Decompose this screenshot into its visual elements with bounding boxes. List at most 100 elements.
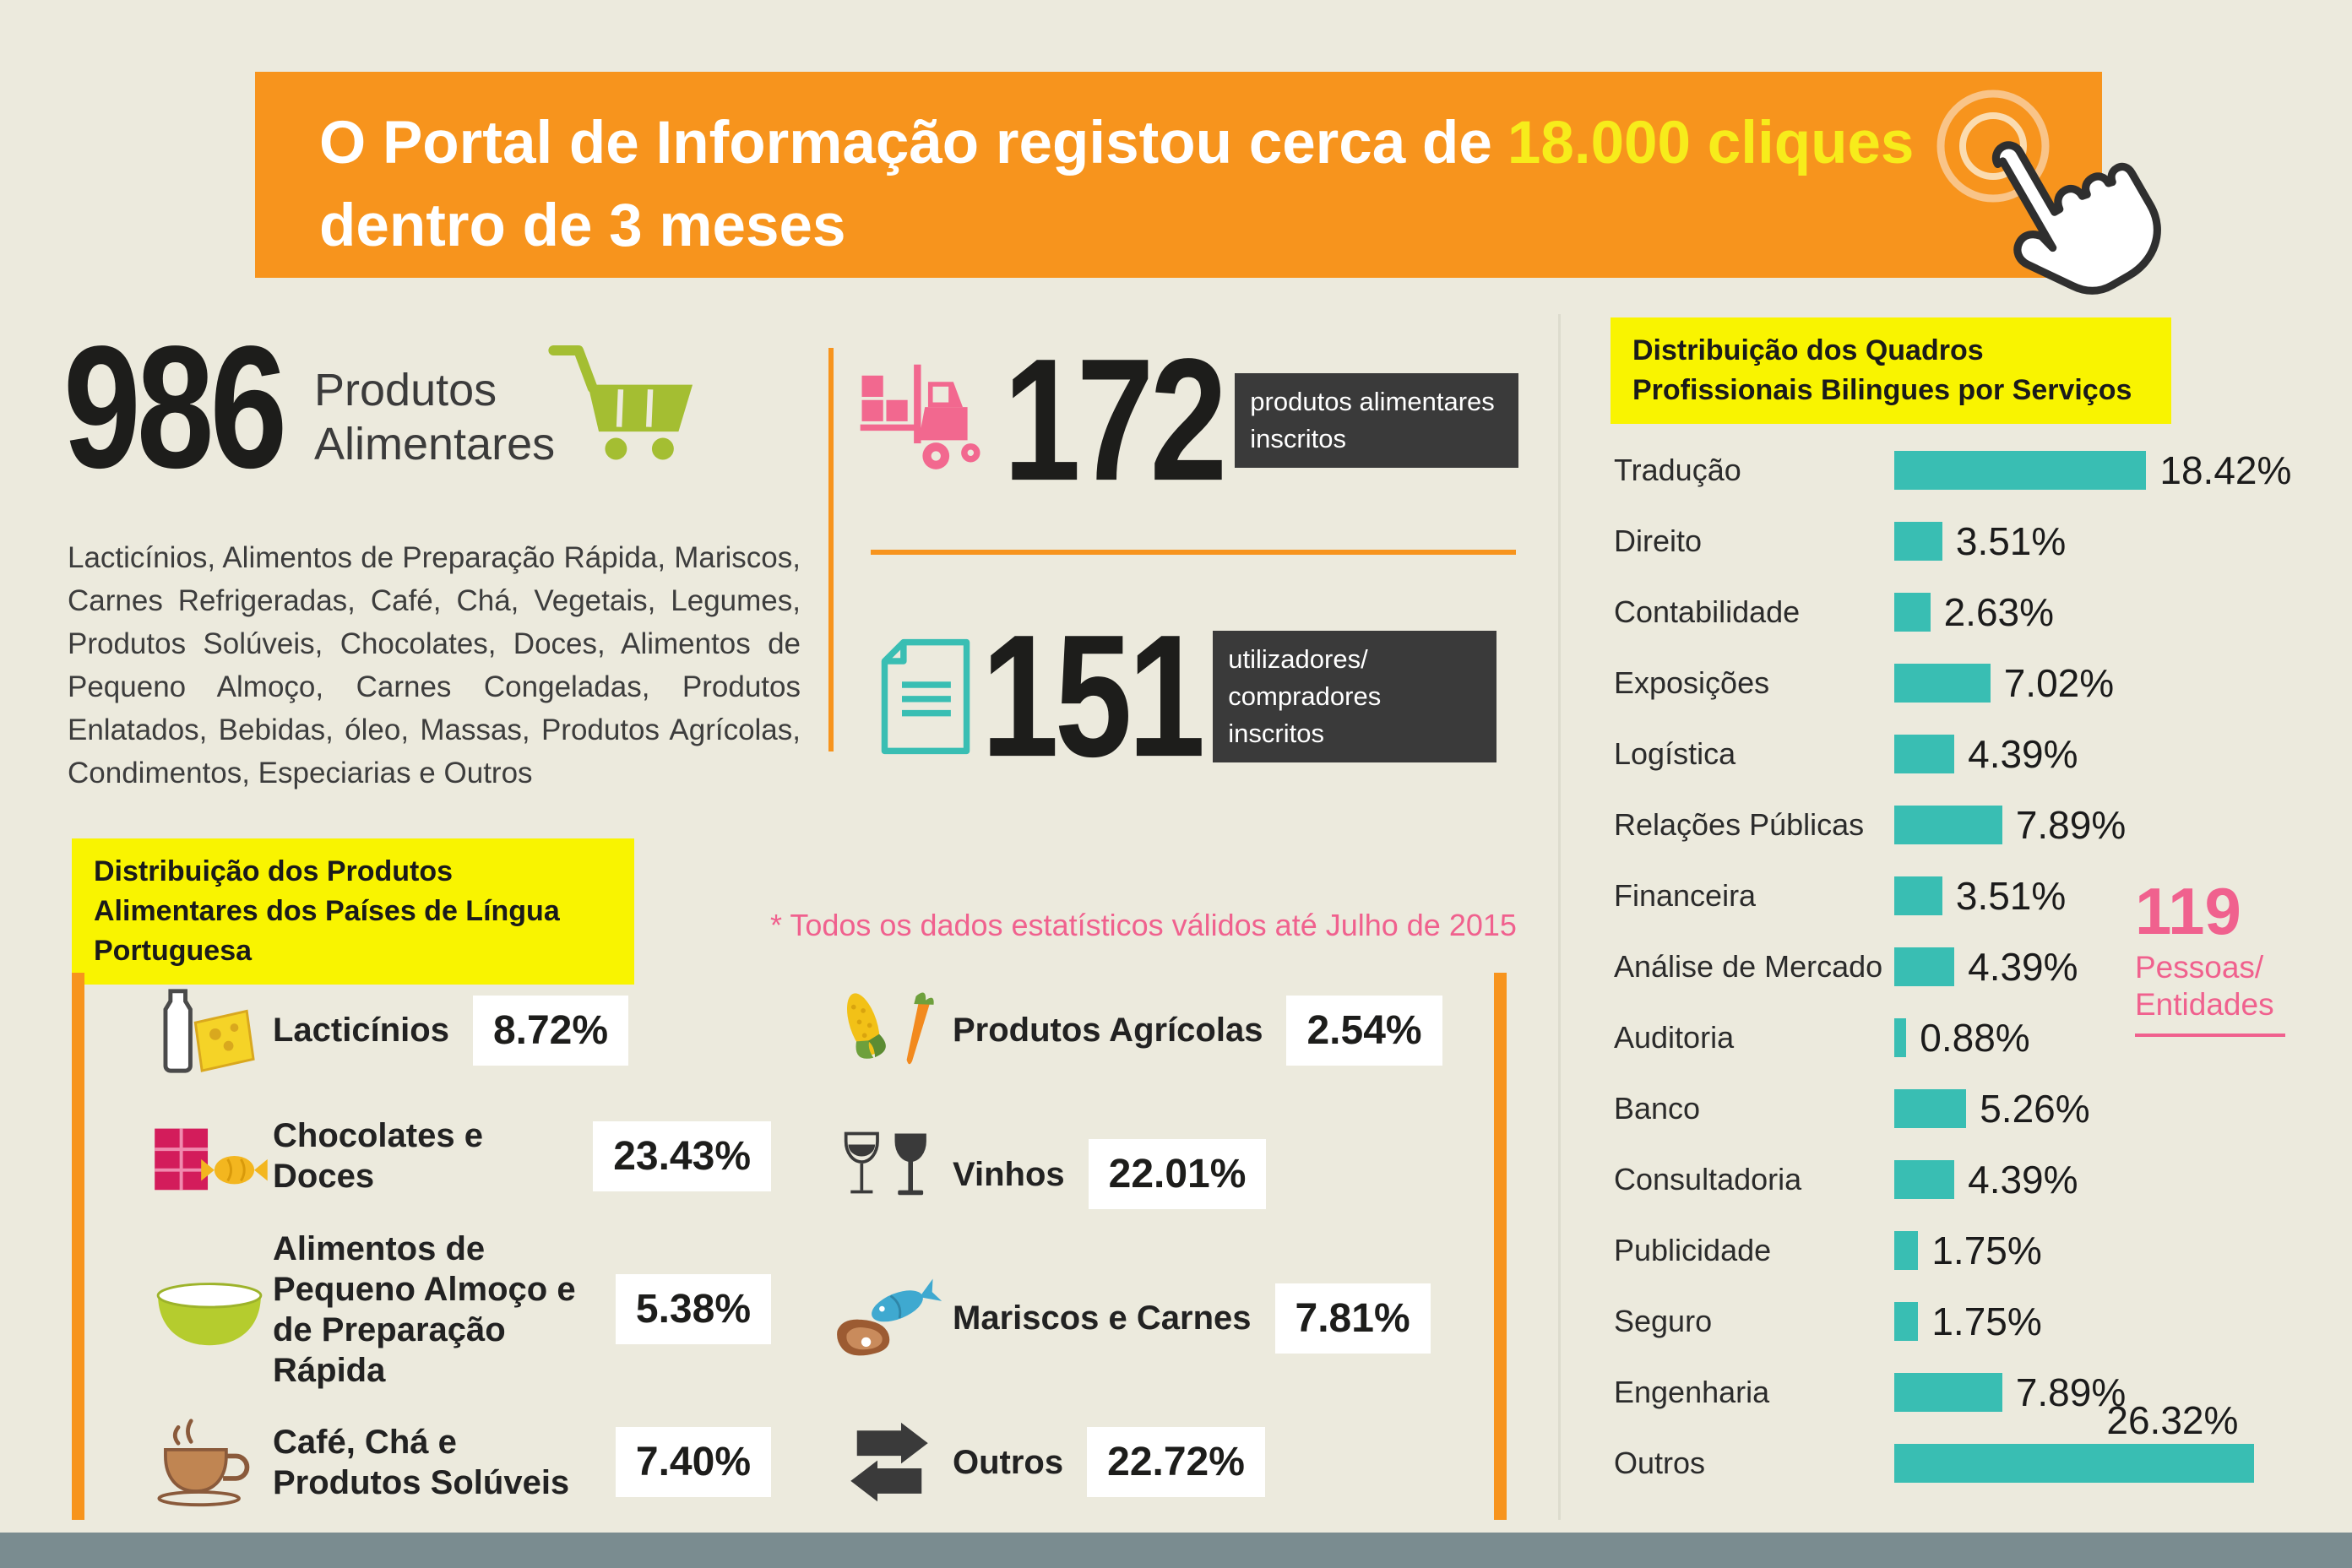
- chart-value-label: 7.89%: [2015, 1370, 2127, 1414]
- transfer-arrows-icon: [826, 1421, 953, 1504]
- chart-value-label: 26.32%: [2106, 1398, 2239, 1442]
- agriculture-icon: [826, 982, 953, 1078]
- registered-buyers-badge: utilizadores/ compradores inscritos: [1213, 630, 1497, 762]
- section-accent-bar-left: [72, 973, 84, 1520]
- chart-category-label: Relações Públicas: [1614, 807, 1865, 842]
- chart-bar: [1894, 1231, 1919, 1270]
- chart-value-label: 5.26%: [1980, 1087, 2090, 1131]
- food-item-label: Chocolates e Doces: [273, 1117, 483, 1196]
- chart-bar: [1894, 1018, 1907, 1057]
- food-item-value: 7.81%: [1274, 1283, 1431, 1354]
- chart-row: Publicidade 1.75%: [1614, 1215, 2298, 1286]
- footer-bar: [0, 1533, 2352, 1568]
- food-list-right: Produtos Agrícolas 2.54% Vinhos 22.01% M…: [826, 973, 1468, 1520]
- vertical-divider: [828, 348, 834, 751]
- chart-value-label: 4.39%: [1968, 732, 2078, 776]
- total-people-label: Pessoas/ Entidades: [2135, 950, 2274, 1022]
- banner: O Portal de Informação registou cerca de…: [255, 72, 2102, 278]
- food-item-label: Outros: [953, 1443, 1064, 1481]
- food-item-value: 8.72%: [472, 995, 629, 1066]
- chocolate-icon: [146, 1110, 273, 1202]
- wine-icon: [826, 1127, 953, 1222]
- food-item-value: 23.43%: [593, 1120, 771, 1191]
- food-item: Outros 22.72%: [826, 1408, 1468, 1516]
- total-people-annotation: 119 Pessoas/ Entidades: [2135, 876, 2285, 1037]
- chart-category-label: Financeira: [1614, 878, 1757, 913]
- chart-row: Auditoria 0.88%: [1614, 1002, 2298, 1073]
- chart-value-label: 7.02%: [2003, 661, 2115, 705]
- food-item: Mariscos e Carnes 7.81%: [826, 1264, 1468, 1372]
- banner-highlight: 18.000 cliques: [1507, 110, 1915, 176]
- chart-row: Seguro 1.75%: [1614, 1286, 2298, 1357]
- chart-category-label: Direito: [1614, 524, 1703, 558]
- chart-category-label: Consultadoria: [1614, 1162, 1802, 1196]
- products-description: Lacticínios, Alimentos de Preparação Ráp…: [68, 541, 801, 789]
- chart-category-label: Engenharia: [1614, 1375, 1770, 1409]
- food-item: Alimentos de Pequeno Almoço e de Prepara…: [146, 1229, 771, 1391]
- chart-row: Consultadoria 4.39%: [1614, 1144, 2298, 1215]
- chart-bar: [1894, 451, 2147, 490]
- chart-value-label: 3.51%: [1955, 519, 2067, 563]
- breakfast-bowl-icon: [146, 1264, 273, 1355]
- food-item-label: Alimentos de Pequeno Almoço e de Prepara…: [273, 1229, 576, 1389]
- chart-value-label: 7.89%: [2015, 803, 2127, 847]
- food-item: Café, Chá e Produtos Solúveis 7.40%: [146, 1408, 771, 1516]
- food-distribution-section: Lacticínios 8.72% Chocolates e Doces 23.…: [72, 973, 1507, 1520]
- chart-value-label: 4.39%: [1968, 945, 2078, 989]
- chart-category-label: Exposições: [1614, 665, 1770, 700]
- chart-bar: [1894, 593, 1931, 632]
- food-item-value: 5.38%: [615, 1274, 771, 1345]
- products-stat-value: 986: [63, 309, 287, 504]
- chart-row: Logística 4.39%: [1614, 719, 2298, 789]
- chart-category-label: Auditoria: [1614, 1020, 1735, 1055]
- horizontal-divider: [871, 550, 1516, 555]
- registered-buyers-stat: 151 utilizadores/ compradores inscritos: [878, 609, 1497, 783]
- food-item-value: 22.72%: [1087, 1427, 1265, 1498]
- chart-bar: [1894, 806, 2002, 844]
- chart-category-label: Seguro: [1614, 1304, 1713, 1338]
- services-chart-title: Distribuição dos Quadros Profissionais B…: [1611, 317, 2171, 424]
- hand-cursor-icon: [1900, 72, 2272, 367]
- chart-value-label: 1.75%: [1931, 1299, 2042, 1343]
- food-item-label: Lacticínios: [273, 1012, 449, 1049]
- food-item-label: Café, Chá e Produtos Solúveis: [273, 1423, 570, 1501]
- chart-bar: [1894, 1373, 2002, 1412]
- chart-category-label: Análise de Mercado: [1614, 949, 1883, 984]
- services-bar-chart: Tradução 18.42% Direito 3.51% Contabilid…: [1614, 435, 2298, 1499]
- food-item-label: Vinhos: [953, 1155, 1065, 1193]
- chart-row: Banco 5.26%: [1614, 1073, 2298, 1144]
- coffee-icon: [146, 1414, 273, 1511]
- chart-category-label: Outros: [1614, 1446, 1706, 1480]
- dairy-icon: [146, 985, 273, 1076]
- chart-row: Tradução 18.42%: [1614, 435, 2298, 506]
- food-item: Chocolates e Doces 23.43%: [146, 1102, 771, 1210]
- chart-row: Financeira 3.51%: [1614, 860, 2298, 931]
- food-item: Lacticínios 8.72%: [146, 976, 771, 1084]
- banner-title-line1: O Portal de Informação registou cerca de…: [319, 102, 2102, 185]
- chart-row: Exposições 7.02%: [1614, 648, 2298, 719]
- registered-products-stat: 172 produtos alimentares inscritos: [860, 333, 1519, 507]
- chart-category-label: Logística: [1614, 736, 1736, 771]
- chart-category-label: Tradução: [1614, 453, 1741, 487]
- food-list-left: Lacticínios 8.72% Chocolates e Doces 23.…: [146, 973, 771, 1520]
- chart-row: Relações Públicas 7.89%: [1614, 789, 2298, 860]
- registered-products-badge: produtos alimentares inscritos: [1235, 372, 1519, 468]
- chart-bar: [1894, 735, 1955, 773]
- banner-text: O Portal de Informação registou cerca de: [319, 110, 1492, 176]
- food-item-label: Mariscos e Carnes: [953, 1299, 1252, 1337]
- total-people-value: 119: [2135, 874, 2241, 948]
- food-item-value: 22.01%: [1088, 1139, 1267, 1210]
- document-icon: [878, 638, 973, 756]
- food-distribution-title: Distribuição dos Produtos Alimentares do…: [72, 838, 634, 985]
- forklift-icon: [860, 361, 995, 480]
- chart-row: Direito 3.51%: [1614, 506, 2298, 577]
- food-item-label: Produtos Agrícolas: [953, 1012, 1263, 1049]
- registered-buyers-value: 151: [981, 598, 1205, 793]
- chart-category-label: Publicidade: [1614, 1233, 1772, 1267]
- chart-bar: [1894, 876, 1942, 915]
- chart-row: Análise de Mercado 4.39%: [1614, 931, 2298, 1002]
- chart-bar: [1894, 664, 1991, 703]
- panel-divider: [1558, 314, 1561, 1520]
- chart-row: Contabilidade 2.63%: [1614, 577, 2298, 648]
